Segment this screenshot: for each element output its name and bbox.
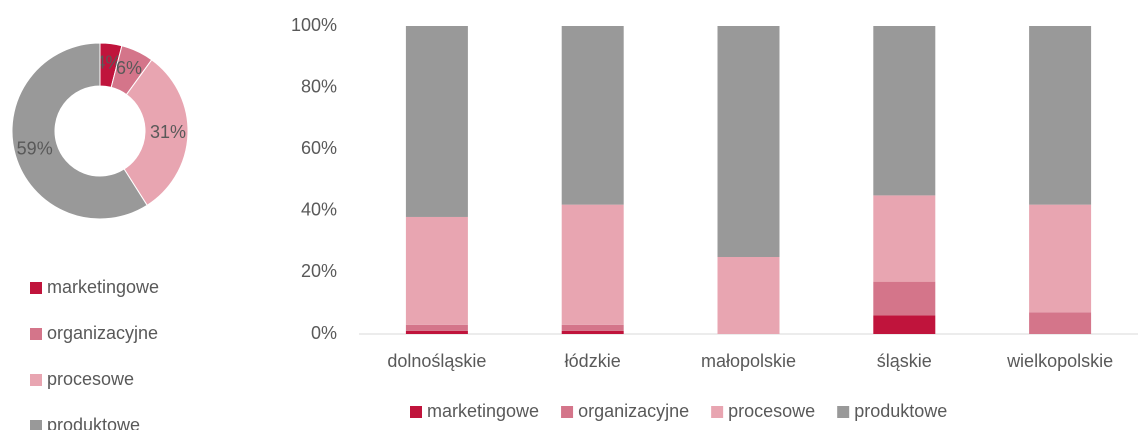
legend-swatch bbox=[711, 406, 724, 418]
donut-slice bbox=[11, 42, 148, 220]
legend-swatch bbox=[410, 406, 422, 418]
legend-label: marketingowe bbox=[47, 277, 159, 297]
bar-segment bbox=[1029, 204, 1092, 313]
legend-label: produktowe bbox=[47, 415, 140, 430]
legend-swatch bbox=[30, 282, 42, 294]
x-tick-label: małopolskie bbox=[701, 351, 796, 371]
bar-segment bbox=[873, 26, 936, 196]
bar-segment bbox=[873, 281, 936, 316]
donut-slice bbox=[123, 59, 189, 206]
x-tick-label: łódzkie bbox=[565, 351, 621, 371]
bar-segment bbox=[1029, 312, 1092, 334]
y-tick-label: 80% bbox=[301, 76, 337, 96]
legend-label: produktowe bbox=[854, 401, 947, 421]
bar-segment bbox=[561, 26, 624, 205]
bar-segment bbox=[405, 26, 468, 217]
bar-segment bbox=[873, 195, 936, 282]
bar-segment bbox=[405, 330, 468, 334]
legend-swatch bbox=[30, 420, 42, 430]
x-tick-label: wielkopolskie bbox=[1006, 351, 1113, 371]
x-tick-label: śląskie bbox=[877, 351, 932, 371]
legend-label: procesowe bbox=[728, 401, 815, 421]
legend-label: organizacyjne bbox=[578, 401, 689, 421]
bar-segment bbox=[717, 257, 780, 334]
bar-segment bbox=[561, 324, 624, 331]
legend-label: organizacyjne bbox=[47, 323, 158, 343]
x-tick-label: dolnośląskie bbox=[387, 351, 486, 371]
bar-segment bbox=[405, 216, 468, 325]
y-tick-label: 40% bbox=[301, 200, 337, 220]
legend-swatch bbox=[837, 406, 850, 418]
bar-segment bbox=[405, 324, 468, 331]
bar-segment bbox=[561, 204, 624, 325]
y-tick-label: 0% bbox=[311, 323, 337, 343]
data-label: 59% bbox=[17, 139, 53, 159]
y-tick-label: 60% bbox=[301, 138, 337, 158]
bar-segment bbox=[561, 330, 624, 334]
data-label: 4% bbox=[96, 52, 122, 72]
y-tick-label: 20% bbox=[301, 261, 337, 281]
bar-segment bbox=[873, 315, 936, 334]
bar-segment bbox=[717, 26, 780, 257]
legend-swatch bbox=[561, 406, 574, 418]
data-label: 31% bbox=[150, 122, 186, 142]
data-label: 6% bbox=[116, 58, 142, 78]
legend-swatch bbox=[30, 374, 42, 386]
bar-segment bbox=[1029, 26, 1092, 205]
legend-label: marketingowe bbox=[427, 401, 539, 421]
y-tick-label: 100% bbox=[291, 15, 337, 35]
legend-swatch bbox=[30, 328, 42, 340]
legend-label: procesowe bbox=[47, 369, 134, 389]
